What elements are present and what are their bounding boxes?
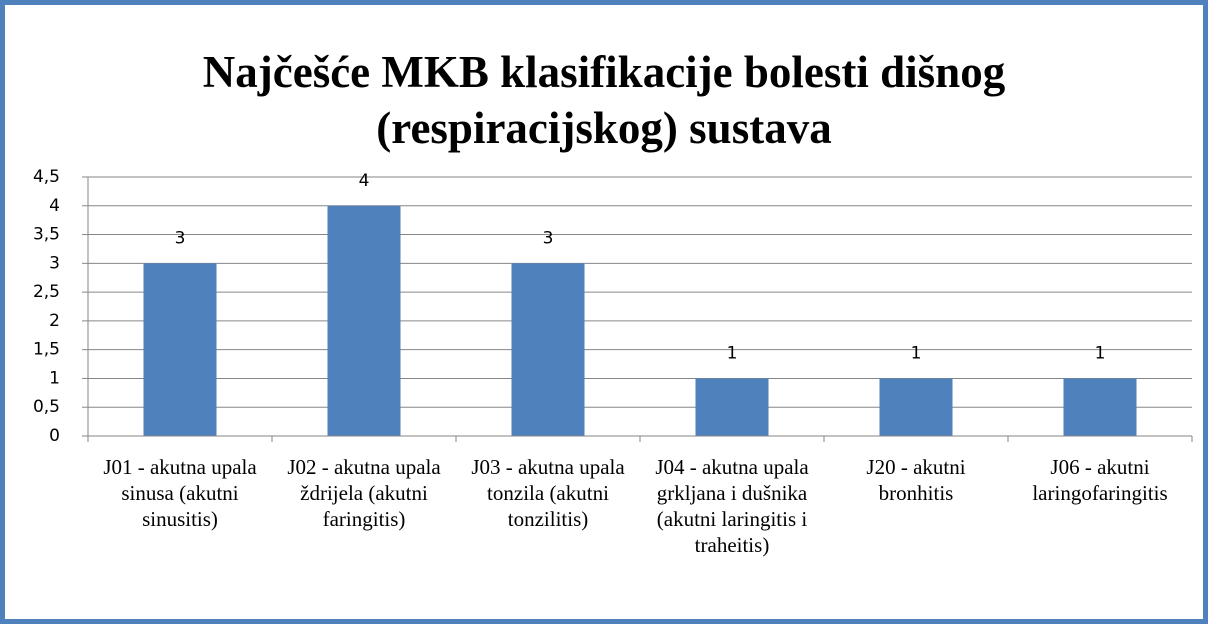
bar [143,263,217,436]
y-tick-label: 2,5 [33,282,60,302]
bar [1063,378,1137,436]
y-tick-label: 2 [49,311,60,331]
bar [695,378,769,436]
x-tick-label: J03 - akutna upala tonzila (akutni tonzi… [471,455,625,531]
y-tick-label: 1,5 [33,340,60,360]
y-tick-label: 0,5 [33,397,60,417]
data-label: 3 [543,228,554,248]
data-label: 1 [1095,343,1106,363]
y-tick-label: 4,5 [33,167,60,187]
data-label: 3 [175,228,186,248]
x-tick-label: J02 - akutna upala ždrijela (akutni fari… [287,455,441,531]
bar [879,378,953,436]
y-tick-label: 4 [49,196,60,216]
x-tick-label: J01 - akutna upala sinusa (akutni sinusi… [103,455,257,531]
chart-title: Najčešće MKB klasifikacije bolesti dišno… [202,47,1006,153]
data-label: 1 [911,343,922,363]
bar [511,263,585,436]
y-tick-label: 1 [49,368,60,388]
x-tick-label: J04 - akutna upala grkljana i dušnika (a… [655,455,809,557]
y-tick-label: 3,5 [33,225,60,245]
bar [327,205,401,436]
x-tick-label: J20 - akutni bronhitis [866,455,966,505]
x-tick-label: J06 - akutni laringofaringitis [1032,455,1168,505]
data-label: 1 [727,343,738,363]
y-tick-label: 0 [49,426,60,446]
data-label: 4 [359,171,370,191]
y-tick-label: 3 [49,253,60,273]
